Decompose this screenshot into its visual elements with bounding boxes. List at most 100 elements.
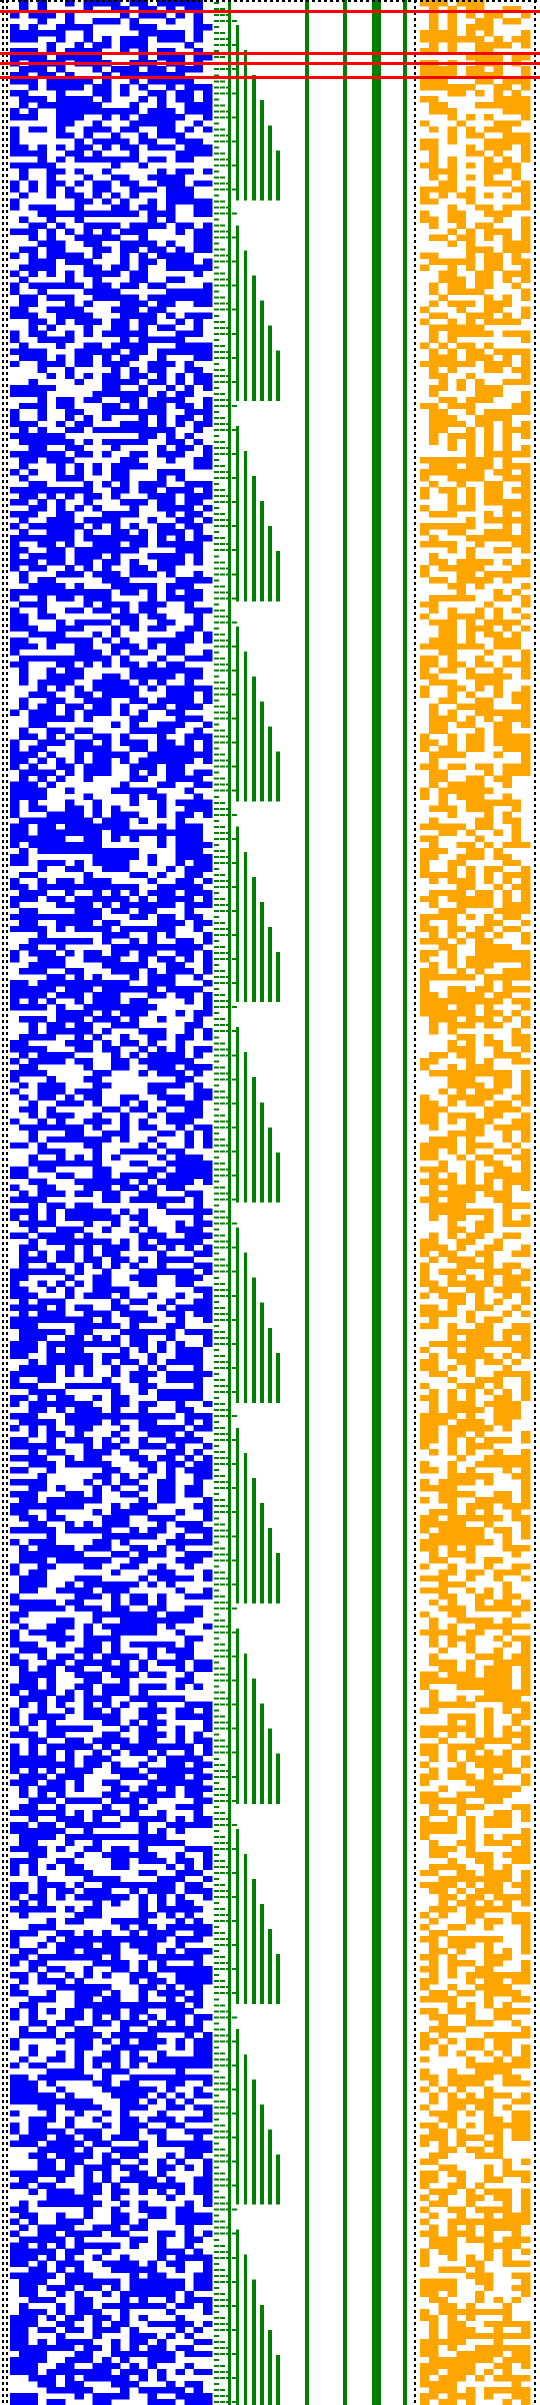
blue-cell	[138, 1232, 149, 1239]
blue-cell	[147, 661, 158, 668]
blue-cell	[28, 1527, 38, 1534]
blue-cell	[19, 1905, 29, 1913]
blue-cell	[37, 541, 48, 548]
blue-cell	[83, 0, 93, 7]
blue-cell	[65, 980, 75, 987]
blue-cell	[138, 1845, 149, 1853]
green-step	[214, 194, 219, 197]
blue-cell	[156, 1707, 167, 1714]
blue-cell	[156, 468, 167, 476]
blue-cell	[193, 438, 204, 446]
blue-cell	[83, 1653, 93, 1660]
blue-cell	[92, 992, 103, 999]
blue-cell	[37, 30, 48, 37]
blue-cell	[166, 2140, 176, 2147]
blue-cell	[92, 1334, 103, 1342]
blue-cell	[46, 1761, 57, 1768]
blue-cell	[74, 1575, 84, 1582]
blue-cell	[37, 1160, 48, 1167]
blue-cell	[193, 589, 204, 596]
blue-cell	[65, 571, 75, 578]
blue-cell	[202, 1172, 213, 1179]
blue-cell	[175, 438, 185, 446]
blue-cell	[147, 120, 158, 127]
blue-cell	[101, 2224, 112, 2231]
blue-cell	[55, 1930, 66, 1937]
blue-cell	[202, 1978, 213, 1985]
blue-cell	[202, 2074, 213, 2081]
blue-cell	[46, 1725, 57, 1732]
blue-cell	[111, 1388, 121, 1396]
blue-cell	[10, 1611, 20, 1618]
blue-cell	[175, 1040, 185, 1047]
blue-cell	[166, 192, 176, 199]
blue-cell	[129, 1316, 139, 1324]
blue-cell	[202, 1004, 213, 1011]
blue-cell	[65, 968, 75, 975]
blue-cell	[184, 1785, 194, 1793]
blue-cell	[101, 931, 112, 939]
blue-cell	[193, 1160, 204, 1167]
green-step	[214, 38, 219, 41]
blue-cell	[92, 913, 103, 921]
blue-cell	[37, 2380, 48, 2388]
blue-cell	[120, 318, 130, 325]
blue-cell	[46, 715, 57, 722]
blue-cell	[120, 426, 130, 434]
blue-cell	[65, 589, 75, 596]
blue-cell	[101, 234, 112, 241]
blue-cell	[83, 847, 93, 855]
blue-cell	[138, 787, 149, 794]
blue-cell	[10, 2326, 20, 2334]
blue-cell	[46, 264, 57, 271]
blue-cell	[156, 2110, 167, 2117]
blue-cell	[193, 2272, 204, 2280]
blue-cell	[55, 1310, 66, 1318]
blue-cell	[46, 1905, 57, 1913]
blue-cell	[92, 1208, 103, 1215]
blue-cell	[92, 396, 103, 404]
blue-cell	[37, 962, 48, 969]
blue-cell	[28, 324, 38, 331]
blue-cell	[74, 1461, 84, 1468]
blue-cell	[55, 2056, 66, 2063]
blue-cell	[74, 1100, 84, 1107]
blue-cell	[46, 1418, 57, 1426]
green-step	[220, 86, 225, 89]
blue-cell	[175, 2314, 185, 2322]
blue-cell	[55, 829, 66, 837]
blue-cell	[19, 1954, 29, 1961]
blue-cell	[101, 1280, 112, 1287]
blue-cell	[156, 102, 167, 109]
blue-cell	[83, 2344, 93, 2352]
blue-cell	[74, 1821, 84, 1829]
blue-cell	[166, 264, 176, 271]
blue-cell	[83, 1094, 93, 1101]
blue-cell	[138, 1376, 149, 1384]
blue-cell	[111, 1821, 121, 1829]
blue-cell	[175, 2326, 185, 2334]
blue-cell	[202, 1761, 213, 1768]
blue-cell	[83, 1136, 93, 1143]
blue-cell	[111, 1960, 121, 1967]
blue-cell	[37, 1791, 48, 1799]
blue-cell	[46, 1659, 57, 1666]
blue-cell	[55, 559, 66, 566]
blue-cell	[37, 1088, 48, 1095]
blue-cell	[101, 847, 112, 855]
blue-cell	[138, 312, 149, 319]
blue-cell	[184, 1112, 194, 1119]
blue-cell	[83, 1623, 93, 1630]
blue-cell	[46, 1262, 57, 1269]
blue-cell	[46, 703, 57, 710]
blue-cell	[19, 1467, 29, 1474]
blue-cell	[147, 2176, 158, 2183]
blue-cell	[138, 1148, 149, 1155]
blue-cell	[74, 1268, 84, 1275]
blue-cell	[138, 114, 149, 121]
blue-cell	[10, 883, 20, 891]
blue-cell	[74, 138, 84, 145]
blue-cell	[92, 763, 103, 770]
blue-cell	[37, 2200, 48, 2207]
blue-cell	[37, 931, 48, 939]
